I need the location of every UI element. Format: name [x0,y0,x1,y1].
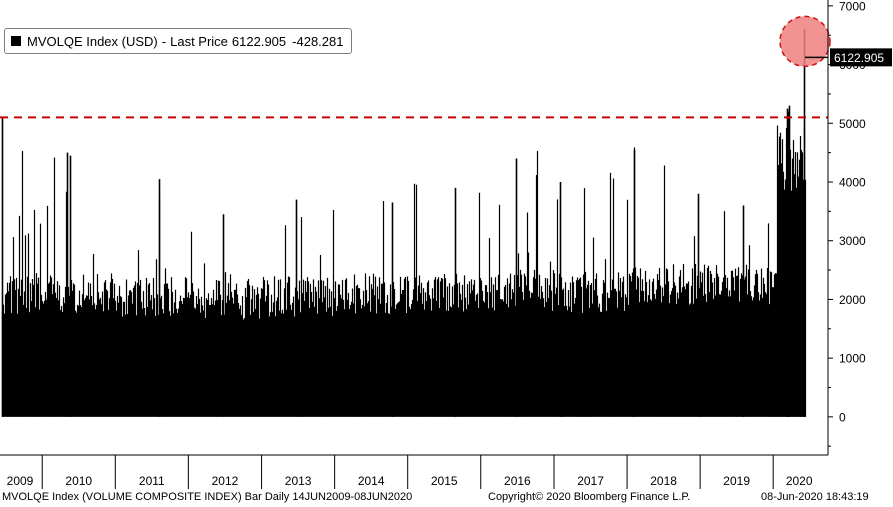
y-tick-label: 2000 [839,293,866,307]
x-tick-label: 2019 [723,474,750,488]
x-axis: 2009 2010 2011 2012 2013 2014 2015 2016 2017 2018… [0,454,828,489]
y-axis: 01000200030004000500060007000 [827,0,866,455]
x-tick-label: 2015 [431,474,458,488]
x-tick-label: 2020 [786,474,813,488]
chart-legend: MVOLQE Index (USD) - Last Price 6122.905… [4,28,353,54]
x-tick-label: 2009 [7,474,34,488]
last-price-tag-label: 6122.905 [834,51,884,65]
x-tick-label: 2013 [285,474,312,488]
legend-swatch [11,36,21,46]
x-tick-label: 2011 [139,474,165,488]
x-tick-label: 2014 [358,474,385,488]
chart-footer: MVOLQE Index (VOLUME COMPOSITE INDEX) Ba… [0,491,893,507]
last-price-tag: 6122.905 [805,48,892,67]
legend-ticker: MVOLQE Index (USD) [27,33,158,49]
y-tick-label: 1000 [839,352,866,366]
y-tick-label: 5000 [839,117,866,131]
volume-bars [1,29,807,417]
footer-copyright: Copyright© 2020 Bloomberg Finance L.P. [488,491,691,503]
legend-last-price: 6122.905 [231,33,287,49]
x-tick-label: 2010 [65,474,92,488]
footer-timestamp: 08-Jun-2020 18:43:19 [761,491,869,503]
x-tick-label: 2012 [212,474,239,488]
legend-separator: - [161,33,167,49]
x-tick-label: 2016 [504,474,531,488]
last-price-tag-background [830,48,892,67]
x-tick-label: 2018 [650,474,677,488]
highlight-circle [779,15,831,68]
y-tick-label: 7000 [839,0,866,13]
y-tick-label: 4000 [839,176,866,190]
y-tick-label: 3000 [839,234,866,248]
footer-description: MVOLQE Index (VOLUME COMPOSITE INDEX) Ba… [2,491,413,503]
y-tick-label: 0 [839,410,846,424]
x-tick-label: 2017 [577,474,604,488]
legend-label: Last Price [170,33,228,49]
legend-change: -428.281 [292,33,344,49]
